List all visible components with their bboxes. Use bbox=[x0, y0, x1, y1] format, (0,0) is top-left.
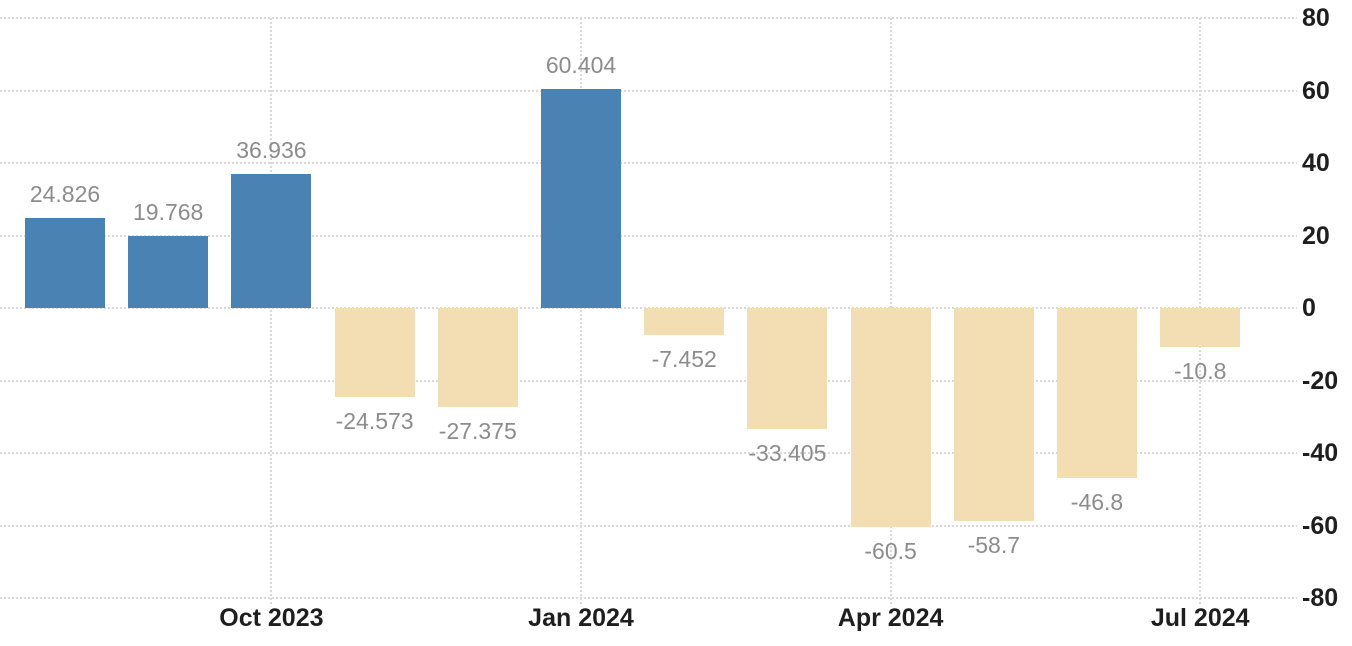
horizontal-gridline bbox=[0, 452, 1297, 454]
bar[interactable] bbox=[953, 308, 1034, 521]
bar[interactable] bbox=[231, 174, 312, 308]
x-axis-tick-label: Jul 2024 bbox=[1150, 604, 1250, 632]
bar-value-label: -58.7 bbox=[967, 531, 1021, 558]
bar-value-label: -33.405 bbox=[748, 440, 827, 467]
bar[interactable] bbox=[747, 308, 828, 430]
horizontal-gridline bbox=[0, 162, 1297, 164]
y-axis-tick-label: 80 bbox=[1302, 4, 1330, 32]
vertical-gridline bbox=[580, 18, 582, 606]
bar[interactable] bbox=[334, 308, 415, 398]
y-axis-tick-label: -60 bbox=[1302, 511, 1339, 540]
y-axis-tick-label: -40 bbox=[1302, 439, 1339, 467]
bar-value-label: -27.375 bbox=[438, 418, 517, 445]
bar-value-label: 36.936 bbox=[236, 137, 307, 164]
horizontal-gridline bbox=[0, 17, 1297, 19]
horizontal-gridline bbox=[0, 89, 1297, 92]
x-axis-tick-label: Oct 2023 bbox=[219, 604, 324, 632]
x-axis-tick-label: Jan 2024 bbox=[528, 604, 634, 632]
horizontal-gridline bbox=[0, 524, 1297, 527]
bar-value-label: -60.5 bbox=[864, 538, 917, 565]
bar[interactable] bbox=[850, 308, 931, 528]
y-axis-tick-label: 60 bbox=[1302, 76, 1330, 105]
bar[interactable] bbox=[437, 308, 518, 408]
vertical-gridline bbox=[270, 18, 273, 606]
bar-value-label: 60.404 bbox=[545, 52, 617, 79]
bar-value-label: 19.768 bbox=[133, 199, 204, 226]
y-axis-tick-label: -20 bbox=[1302, 366, 1339, 395]
horizontal-gridline bbox=[0, 597, 1297, 599]
bar-value-label: -46.8 bbox=[1070, 488, 1124, 515]
y-axis-tick-label: -80 bbox=[1302, 584, 1339, 612]
bar[interactable] bbox=[1057, 308, 1137, 478]
bar-value-label: -10.8 bbox=[1173, 358, 1227, 385]
bar[interactable] bbox=[1160, 308, 1241, 348]
y-axis-tick-label: 20 bbox=[1302, 221, 1330, 250]
bar-value-label: -24.573 bbox=[335, 408, 414, 435]
bar[interactable] bbox=[25, 218, 105, 308]
bar[interactable] bbox=[644, 308, 725, 335]
horizontal-gridline bbox=[0, 379, 1297, 382]
bar[interactable] bbox=[128, 236, 209, 308]
y-axis-tick-label: 0 bbox=[1302, 294, 1316, 322]
x-axis-tick-label: Apr 2024 bbox=[837, 604, 944, 632]
bar-value-label: 24.826 bbox=[29, 181, 101, 207]
bar[interactable] bbox=[541, 89, 621, 308]
y-axis-tick-label: 40 bbox=[1302, 149, 1330, 177]
horizontal-gridline bbox=[0, 234, 1297, 237]
bar-value-label: -7.452 bbox=[651, 346, 717, 372]
